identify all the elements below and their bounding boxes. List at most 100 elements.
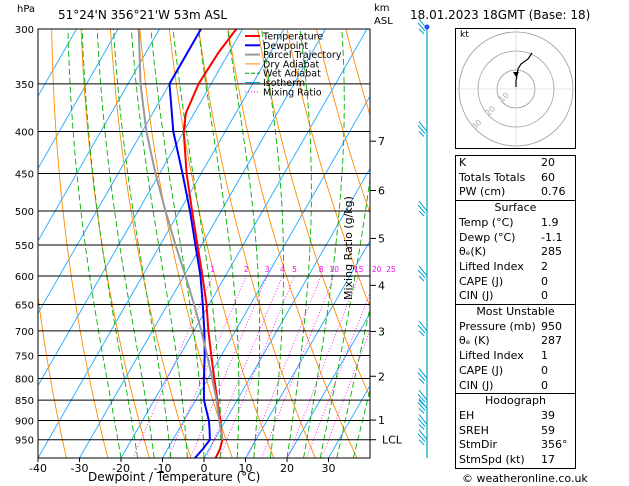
pressure-tick-label: 550 — [15, 241, 34, 252]
temperature-tick-label: 20 — [280, 462, 294, 475]
isotherm-line — [120, 29, 368, 458]
surface-row: Lifted Index 2 — [459, 259, 548, 273]
mixing-ratio-label: 2 — [244, 265, 249, 274]
lcl-label: LCL — [382, 434, 403, 447]
mixing-ratio-label: 8 — [319, 265, 324, 274]
pressure-tick-label: 600 — [15, 272, 34, 283]
mixing-ratio-label: 25 — [386, 265, 396, 274]
km-tick-label: 1 — [378, 414, 385, 427]
pressure-tick-label: 800 — [15, 374, 34, 385]
isotherm-line — [38, 29, 202, 315]
isotherm-line — [38, 29, 285, 458]
wind-barb — [417, 398, 428, 414]
unstable-row: Pressure (mb) 950 — [459, 319, 562, 333]
isotherm-line — [79, 29, 326, 458]
mixing-ratio-label: 1 — [210, 265, 215, 274]
km-tick-label: 3 — [378, 325, 385, 338]
unstable-row: Lifted Index 1 — [459, 349, 548, 363]
pressure-tick-label: 300 — [15, 25, 34, 36]
dry-adiabat-line — [80, 29, 150, 458]
unstable-row: θₑ (K) 287 — [459, 334, 562, 348]
pressure-tick-label: 650 — [15, 301, 34, 312]
unstable-row: CIN (J) 0 — [459, 378, 548, 392]
wind-barb — [417, 368, 428, 384]
mixing-ratio-line — [132, 275, 214, 458]
temperature-tick-label: -30 — [71, 462, 89, 475]
hodograph-ring-label: 20 — [484, 104, 498, 118]
mixing-ratio-label: 15 — [354, 265, 364, 274]
wind-barb — [417, 121, 428, 137]
mixing-ratio-line — [206, 275, 283, 458]
location-label: 51°24'N 356°21'W 53m ASL — [58, 8, 228, 22]
km-tick-label: 2 — [378, 370, 385, 383]
unstable-title: Most Unstable — [476, 305, 555, 319]
isotherm-line — [38, 29, 119, 170]
mixing-ratio-line — [219, 275, 295, 458]
index-row-pw: PW (cm) 0.76 — [459, 185, 566, 199]
legend-label: Temperature — [262, 32, 323, 43]
temperature-tick-label: 10 — [239, 462, 253, 475]
hodograph-stats-row: StmDir 356° — [459, 438, 568, 452]
wind-barb — [417, 200, 428, 217]
indices-table: K 20 Totals Totals 60 PW (cm) 0.76 Surface … — [455, 155, 576, 469]
legend-label: Dry Adiabat — [263, 59, 320, 70]
series-line-temperature — [182, 29, 238, 458]
wind-barb — [417, 429, 428, 446]
hodograph-stats-title: Hodograph — [485, 394, 546, 408]
hodograph-ring-label: 30 — [470, 118, 484, 132]
isotherm-line — [245, 239, 370, 458]
isotherm-line — [286, 312, 370, 458]
dry-adiabat-line — [51, 29, 109, 458]
x-axis-title: Dewpoint / Temperature (°C) — [88, 470, 261, 484]
mixing-ratio-label: 20 — [372, 265, 382, 274]
dry-adiabat-line — [315, 29, 370, 215]
dry-adiabat-line — [611, 29, 629, 458]
temperature-tick-label: -10 — [154, 462, 172, 475]
pressure-tick-label: 750 — [15, 351, 34, 362]
mixing-ratio-label: 3 — [265, 265, 270, 274]
legend-label: Parcel Trajectory — [263, 50, 342, 61]
hodograph-stats-row: EH 39 — [459, 408, 555, 422]
mixing-ratio-label: 4 — [280, 265, 285, 274]
wet-adiabat-line — [130, 29, 188, 458]
surface-row: CAPE (J) 0 — [459, 274, 548, 288]
hodograph-panel: 10 20 30 kt — [455, 28, 576, 149]
wet-adiabat-line — [96, 29, 155, 458]
wet-adiabat-line — [67, 29, 122, 458]
wet-adiabat-line — [352, 387, 370, 458]
temperature-tick-label: -40 — [29, 462, 47, 475]
legend-label: Mixing Ratio — [263, 87, 322, 98]
km-tick-label: 4 — [378, 279, 385, 292]
copyright-label: © weatheronline.co.uk — [462, 472, 588, 485]
surface-row: Temp (°C) 1.9 — [459, 215, 559, 229]
mixing-ratio-label: 5 — [292, 265, 297, 274]
mixing-ratio-label: 10 — [329, 265, 339, 274]
hodograph-ring-label: 10 — [497, 91, 511, 105]
surface-row: Dewp (°C) -1.1 — [459, 230, 563, 244]
wind-barb — [417, 414, 428, 430]
dry-adiabat-line — [139, 29, 233, 458]
pressure-tick-label: 900 — [15, 416, 34, 427]
hodograph-stats-row: StmSpd (kt) 17 — [459, 453, 555, 467]
isotherm-line — [203, 167, 370, 458]
legend-label: Isotherm — [263, 78, 305, 89]
pressure-tick-label: 350 — [15, 80, 34, 91]
wind-barb — [417, 320, 428, 337]
temperature-tick-label: -20 — [112, 462, 130, 475]
mixing-ratio-line — [306, 291, 370, 458]
isotherm-line — [38, 29, 160, 242]
unstable-section: Most Unstable Pressure (mb) 950 θₑ (K) 287… — [456, 304, 575, 393]
km-tick-label: 6 — [378, 184, 385, 197]
index-row-totals: Totals Totals 60 — [459, 170, 555, 184]
surface-title: Surface — [494, 201, 537, 215]
asl-unit-label: ASL — [374, 16, 393, 27]
mixing-ratio-axis-title: Mixing Ratio (g/kg) — [342, 196, 355, 300]
wet-adiabat-line — [336, 305, 370, 458]
pressure-tick-label: 400 — [15, 128, 34, 139]
surface-row: CIN (J) 0 — [459, 289, 548, 303]
km-tick-label: 7 — [378, 135, 385, 148]
mixing-ratio-line — [190, 275, 268, 458]
km-unit-label: km — [374, 3, 390, 14]
